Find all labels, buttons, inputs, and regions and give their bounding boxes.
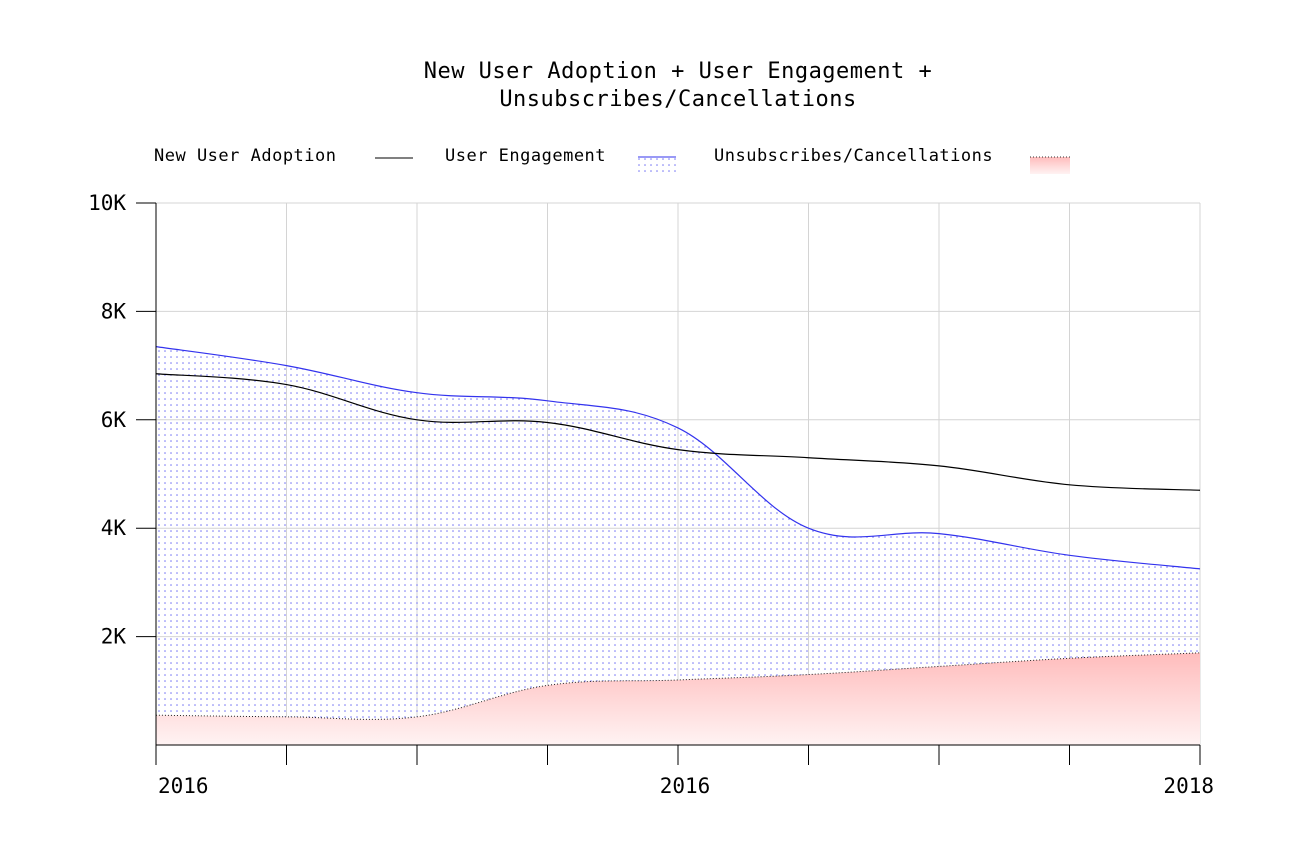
y-tick-label: 4K xyxy=(101,516,127,540)
y-ticks: 2K 4K 6K 8K 10K xyxy=(88,191,156,649)
x-ticks xyxy=(155,745,1201,765)
y-tick-label: 2K xyxy=(101,625,127,649)
legend-label-new-user-adoption: New User Adoption xyxy=(154,146,337,166)
series-unsubscribes-area xyxy=(156,652,1200,745)
series-new-user-adoption-line xyxy=(155,373,1201,491)
x-tick-label: 2018 xyxy=(1163,774,1214,798)
series-unsubscribes-line xyxy=(155,652,1201,720)
chart-title-line-1: New User Adoption + User Engagement + xyxy=(424,59,933,84)
series-user-engagement-area xyxy=(156,346,1200,745)
series-user-engagement-line xyxy=(155,346,1201,570)
legend-label-user-engagement: User Engagement xyxy=(445,146,606,166)
legend-swatch-user-engagement xyxy=(638,157,676,174)
chart-title-line-2: Unsubscribes/Cancellations xyxy=(499,87,856,112)
y-tick-label: 6K xyxy=(101,408,127,432)
x-tick-label: 2016 xyxy=(158,774,209,798)
x-tick-label: 2016 xyxy=(660,774,711,798)
legend: New User Adoption User Engagement Unsubs… xyxy=(154,146,1070,174)
legend-swatch-unsubscribes xyxy=(1030,157,1070,174)
y-tick-label: 10K xyxy=(88,191,126,215)
y-tick-label: 8K xyxy=(101,299,127,323)
legend-label-unsubscribes: Unsubscribes/Cancellations xyxy=(714,146,993,166)
